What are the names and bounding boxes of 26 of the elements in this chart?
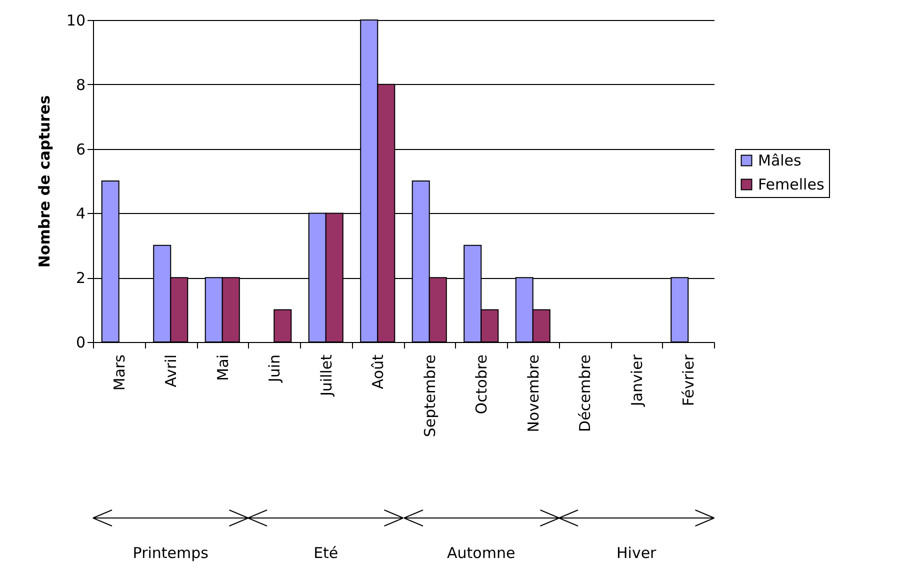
y-tick-label: 10 xyxy=(66,12,86,30)
x-tick-label: Octobre xyxy=(472,354,491,414)
y-tick-label: 4 xyxy=(76,204,86,223)
bar xyxy=(274,309,292,342)
x-tick-label: Décembre xyxy=(576,354,594,432)
x-tick-label: Novembre xyxy=(524,354,542,432)
x-tick-label: Janvier xyxy=(628,354,646,408)
text: Hiver xyxy=(616,544,658,562)
x-tick-label: Mai xyxy=(214,354,232,381)
x-tick-label: Février xyxy=(680,354,698,406)
y-tick-label: 2 xyxy=(76,269,86,288)
text: Printemps xyxy=(132,544,210,562)
legend-label: Femelles xyxy=(758,176,824,194)
text: Automne xyxy=(446,544,516,562)
y-axis-title: Nombre de captures xyxy=(35,95,54,268)
text: Eté xyxy=(312,544,340,562)
x-tick-label: Juin xyxy=(266,354,284,384)
x-tick-label: Septembre xyxy=(420,354,439,438)
x-tick-label: Août xyxy=(369,354,388,390)
x-tick-label: Juillet xyxy=(317,354,336,398)
x-tick-label: Avril xyxy=(162,354,180,388)
y-tick-label: 6 xyxy=(76,140,86,158)
x-tick-label: Mars xyxy=(110,354,128,391)
y-tick-label: 8 xyxy=(76,76,86,94)
y-tick-label: 0 xyxy=(76,334,86,352)
legend-label: Mâles xyxy=(758,152,802,170)
